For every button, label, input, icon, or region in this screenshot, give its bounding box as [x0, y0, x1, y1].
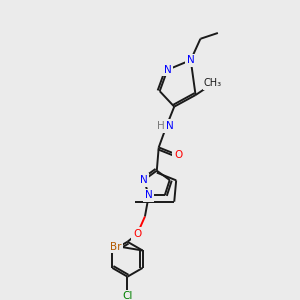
Text: N: N	[140, 175, 148, 185]
Text: Br: Br	[110, 242, 121, 252]
Text: N: N	[145, 190, 153, 200]
Text: N: N	[187, 55, 195, 65]
Text: N: N	[164, 65, 171, 75]
Text: H: H	[157, 121, 164, 131]
Text: O: O	[133, 229, 141, 239]
Text: CH₃: CH₃	[204, 78, 222, 88]
Text: N: N	[167, 121, 174, 131]
Text: O: O	[174, 150, 182, 160]
Text: Cl: Cl	[122, 291, 133, 300]
